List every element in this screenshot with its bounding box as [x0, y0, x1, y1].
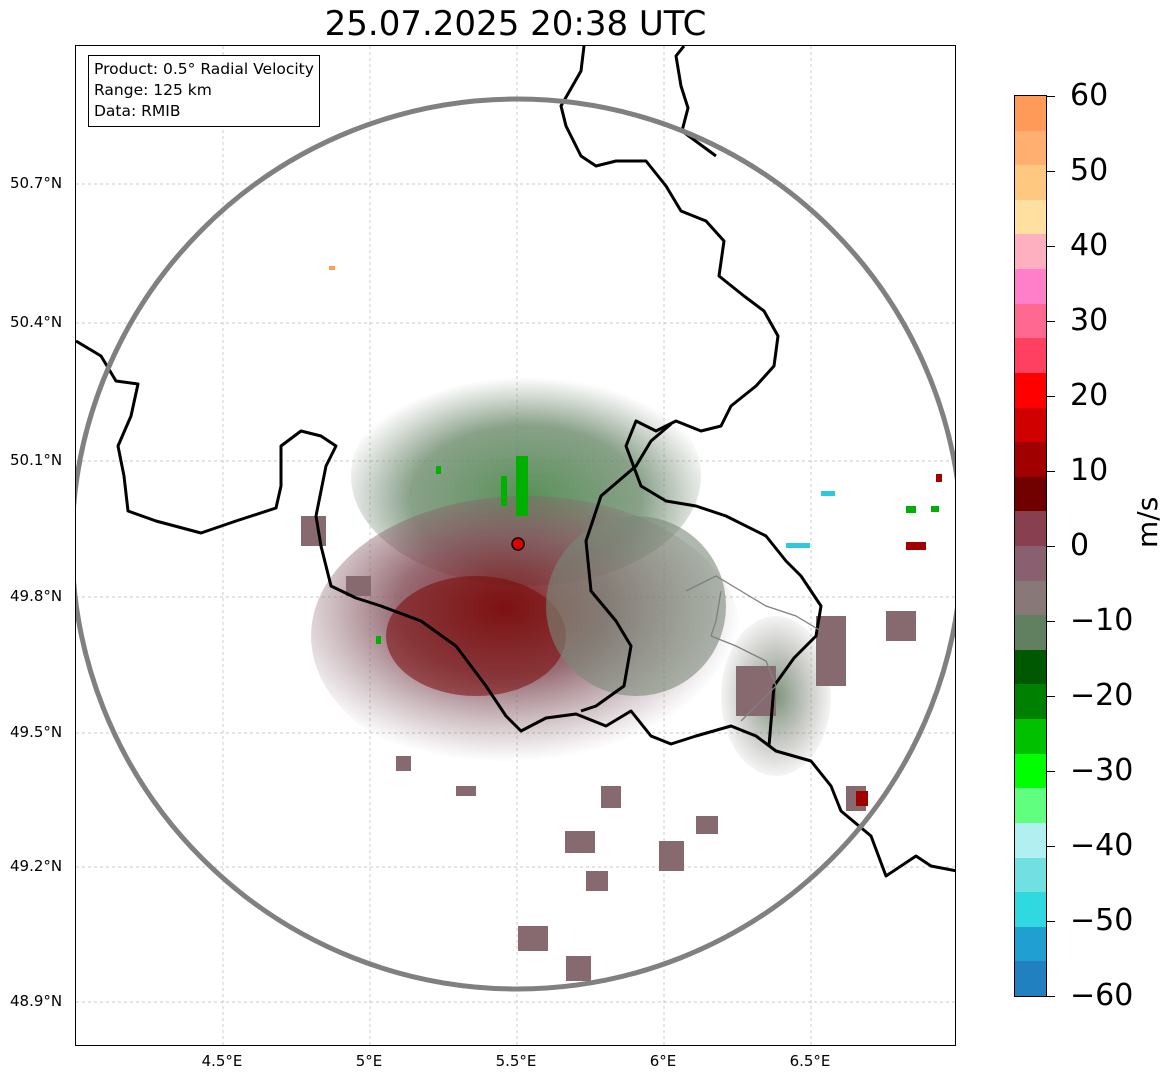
- radar-site-marker: [511, 537, 525, 551]
- colorbar-segment: [1015, 511, 1046, 548]
- colorbar-segment: [1015, 165, 1046, 202]
- colorbar-segment: [1015, 130, 1046, 168]
- colorbar-segment: [1015, 338, 1046, 375]
- colorbar-segment: [1015, 303, 1046, 341]
- range-label: Range: 125 km: [94, 81, 212, 99]
- colorbar: [1014, 95, 1047, 997]
- colorbar-segment: [1015, 580, 1046, 618]
- colorbar-segment: [1015, 719, 1046, 756]
- colorbar-segment: [1015, 926, 1046, 964]
- lat-tick: 49.2°N: [10, 857, 63, 875]
- colorbar-segment: [1015, 788, 1046, 825]
- colorbar-tick-label: −50: [1070, 903, 1134, 938]
- colorbar-tick-mark: [1047, 846, 1055, 847]
- colorbar-segment: [1015, 476, 1046, 514]
- radar-echoes: [301, 266, 942, 981]
- colorbar-segment: [1015, 649, 1046, 687]
- colorbar-segment: [1015, 546, 1046, 583]
- colorbar-segment: [1015, 96, 1046, 133]
- colorbar-tick-mark: [1047, 321, 1055, 322]
- radar-map[interactable]: [75, 45, 956, 1046]
- colorbar-tick-label: 30: [1070, 303, 1109, 338]
- colorbar-tick-label: −10: [1070, 603, 1134, 638]
- colorbar-tick-mark: [1047, 621, 1055, 622]
- radar-map-canvas: [76, 46, 955, 1045]
- colorbar-tick-mark: [1047, 96, 1055, 97]
- colorbar-tick-mark: [1047, 396, 1055, 397]
- colorbar-tick-mark: [1047, 696, 1055, 697]
- colorbar-segment: [1015, 857, 1046, 894]
- lon-tick: 5.5°E: [495, 1052, 537, 1070]
- colorbar-tick-label: −20: [1070, 678, 1134, 713]
- colorbar-tick-mark: [1047, 921, 1055, 922]
- colorbar-tick-label: 40: [1070, 228, 1109, 263]
- range-ring: [76, 96, 955, 992]
- colorbar-segment: [1015, 892, 1046, 929]
- colorbar-tick-label: 0: [1070, 528, 1090, 563]
- lat-tick: 49.8°N: [10, 587, 63, 605]
- map-title: 25.07.2025 20:38 UTC: [324, 4, 707, 44]
- lon-tick: 5°E: [355, 1052, 383, 1070]
- lon-tick: 4.5°E: [201, 1052, 243, 1070]
- product-label: Product: 0.5° Radial Velocity: [94, 60, 314, 78]
- colorbar-segment: [1015, 372, 1046, 410]
- colorbar-segment: [1015, 407, 1046, 444]
- region-borders: [685, 575, 822, 722]
- colorbar-tick-mark: [1047, 171, 1055, 172]
- colorbar-unit-label: m/s: [1131, 496, 1164, 548]
- lat-tick: 50.7°N: [10, 174, 63, 192]
- colorbar-segment: [1015, 961, 1046, 996]
- colorbar-segment: [1015, 234, 1046, 271]
- colorbar-tick-label: 20: [1070, 378, 1109, 413]
- colorbar-segment: [1015, 269, 1046, 306]
- colorbar-tick-mark: [1047, 546, 1055, 547]
- lat-tick: 49.5°N: [10, 723, 63, 741]
- colorbar-segment: [1015, 753, 1046, 791]
- lat-tick: 48.9°N: [10, 992, 63, 1010]
- colorbar-tick-mark: [1047, 471, 1055, 472]
- lat-tick: 50.1°N: [10, 451, 63, 469]
- colorbar-tick-mark: [1047, 996, 1055, 997]
- colorbar-segment: [1015, 199, 1046, 237]
- colorbar-tick-label: 50: [1070, 153, 1109, 188]
- country-borders: [76, 46, 955, 878]
- colorbar-tick-label: −40: [1070, 828, 1134, 863]
- colorbar-tick-mark: [1047, 771, 1055, 772]
- colorbar-tick-label: −30: [1070, 753, 1134, 788]
- colorbar-tick-label: 10: [1070, 453, 1109, 488]
- colorbar-segment: [1015, 684, 1046, 721]
- data-source-label: Data: RMIB: [94, 102, 181, 120]
- product-info-box: Product: 0.5° Radial Velocity Range: 125…: [88, 55, 320, 127]
- colorbar-tick-label: −60: [1070, 978, 1134, 1013]
- colorbar-segment: [1015, 615, 1046, 652]
- lon-tick: 6°E: [649, 1052, 677, 1070]
- colorbar-segment: [1015, 442, 1046, 479]
- lon-tick: 6.5°E: [789, 1052, 831, 1070]
- lat-tick: 50.4°N: [10, 313, 63, 331]
- colorbar-tick-mark: [1047, 246, 1055, 247]
- colorbar-tick-label: 60: [1070, 78, 1109, 113]
- colorbar-segment: [1015, 822, 1046, 860]
